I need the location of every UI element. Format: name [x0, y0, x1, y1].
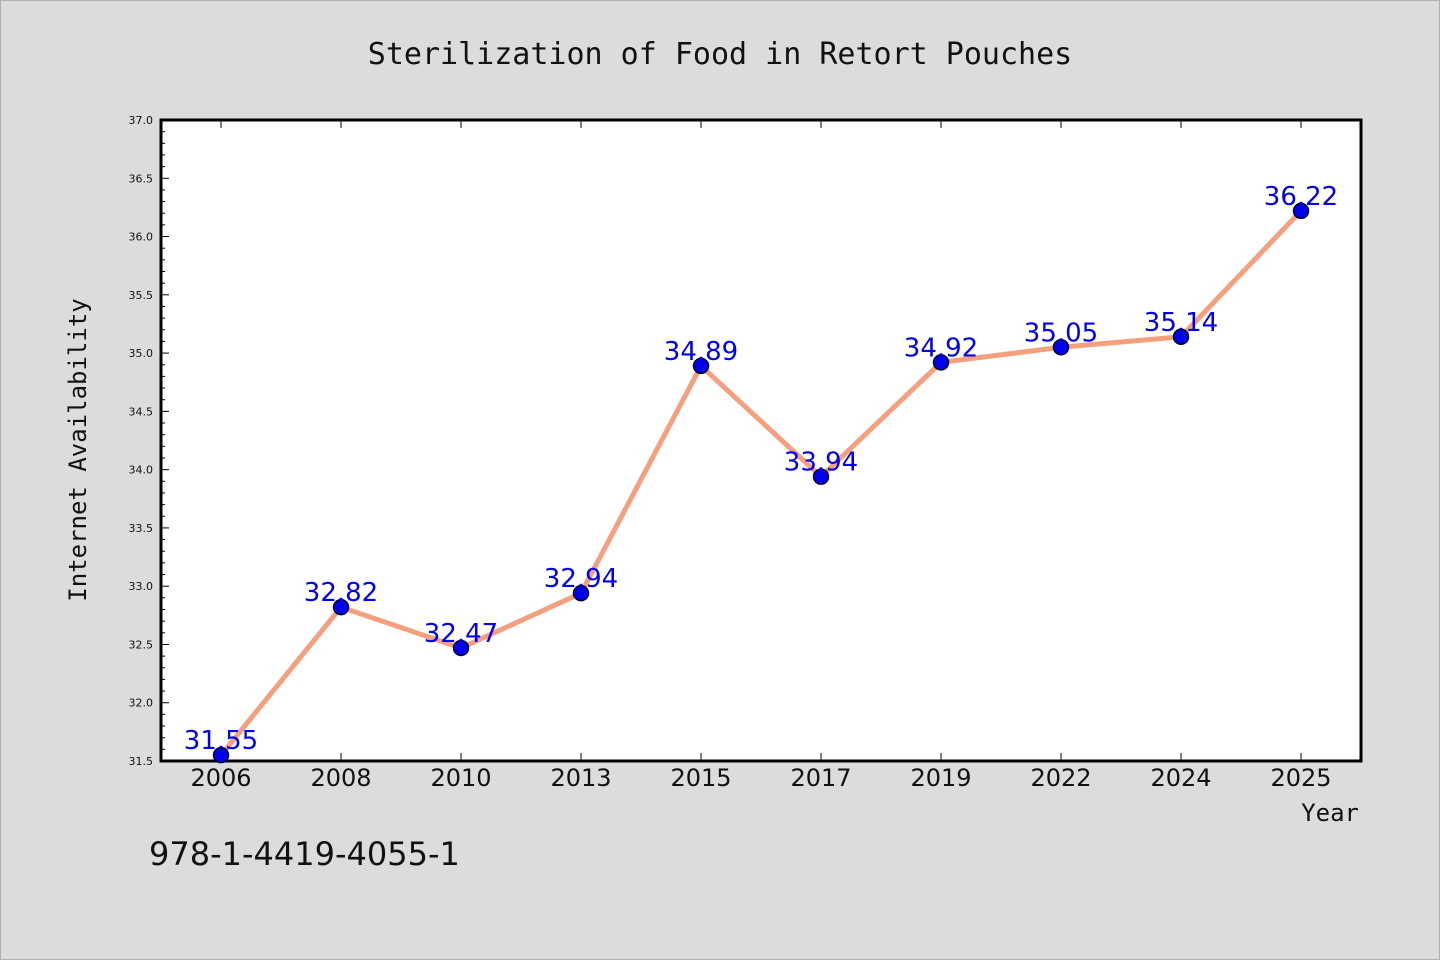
- data-point: [452, 639, 470, 657]
- y-tick-label: 35.0: [129, 347, 154, 360]
- data-label: 34.89: [664, 337, 738, 367]
- data-label: 33.94: [784, 448, 858, 478]
- series-layer: 31.55 32.82 32.47 32.94 34.89 33.94 34.92 35.05…: [184, 182, 1338, 764]
- data-label: 36.22: [1264, 182, 1338, 212]
- data-point: [692, 357, 710, 375]
- data-point: [212, 746, 230, 764]
- y-tick-label: 34.0: [129, 464, 154, 477]
- data-point: [572, 584, 590, 602]
- plot-background: [159, 118, 1363, 763]
- x-tick-label: 2025: [1270, 764, 1331, 792]
- x-tick-label: 2006: [190, 764, 251, 792]
- plot-area: [159, 118, 1363, 763]
- data-point: [812, 468, 830, 485]
- x-tick-label: 2022: [1030, 764, 1091, 792]
- x-tick-label: 2017: [790, 764, 851, 792]
- data-point: [1292, 202, 1310, 220]
- data-label: 31.55: [184, 726, 258, 756]
- y-tick-label: 37.0: [129, 114, 154, 127]
- data-point: [1052, 339, 1070, 356]
- y-axis: 31.5 32.0 32.5 33.0 33.5 34.0 34.5 35.0 35.5 36.0…: [129, 114, 169, 768]
- data-label: 35.05: [1024, 318, 1098, 348]
- y-tick-label: 36.5: [129, 172, 154, 185]
- x-tick-label: 2008: [310, 764, 371, 792]
- y-tick-label: 34.5: [129, 405, 154, 418]
- y-tick-label: 32.5: [129, 638, 154, 651]
- data-label: 35.14: [1144, 308, 1218, 338]
- data-label: 34.92: [904, 333, 978, 363]
- y-tick-label: 36.0: [129, 231, 154, 244]
- y-tick-label: 33.0: [129, 580, 154, 593]
- isbn-annotation: 978-1-4419-4055-1: [149, 835, 460, 873]
- data-point: [1172, 328, 1190, 346]
- y-tick-label: 33.5: [129, 522, 154, 535]
- data-label: 32.47: [424, 619, 498, 649]
- x-axis: 2006 2008 2010 2013 2015 2017 2019 2022 2024 2025: [190, 120, 1332, 792]
- x-tick-label: 2024: [1150, 764, 1211, 792]
- y-tick-label: 31.5: [129, 755, 154, 768]
- data-label: 32.82: [304, 578, 378, 608]
- chart-title: Sterilization of Food in Retort Pouches: [368, 37, 1072, 72]
- x-axis-label: Year: [1301, 799, 1359, 827]
- x-tick-label: 2013: [550, 764, 611, 792]
- data-label: 32.94: [544, 564, 618, 594]
- x-tick-label: 2010: [430, 764, 491, 792]
- data-point: [932, 354, 950, 371]
- data-point: [332, 598, 350, 616]
- x-tick-label: 2015: [670, 764, 731, 792]
- y-axis-label: Internet Availability: [64, 298, 92, 601]
- series-line: [218, 208, 1304, 758]
- x-tick-label: 2019: [910, 764, 971, 792]
- y-tick-label: 35.5: [129, 289, 154, 302]
- y-tick-label: 32.0: [129, 697, 154, 710]
